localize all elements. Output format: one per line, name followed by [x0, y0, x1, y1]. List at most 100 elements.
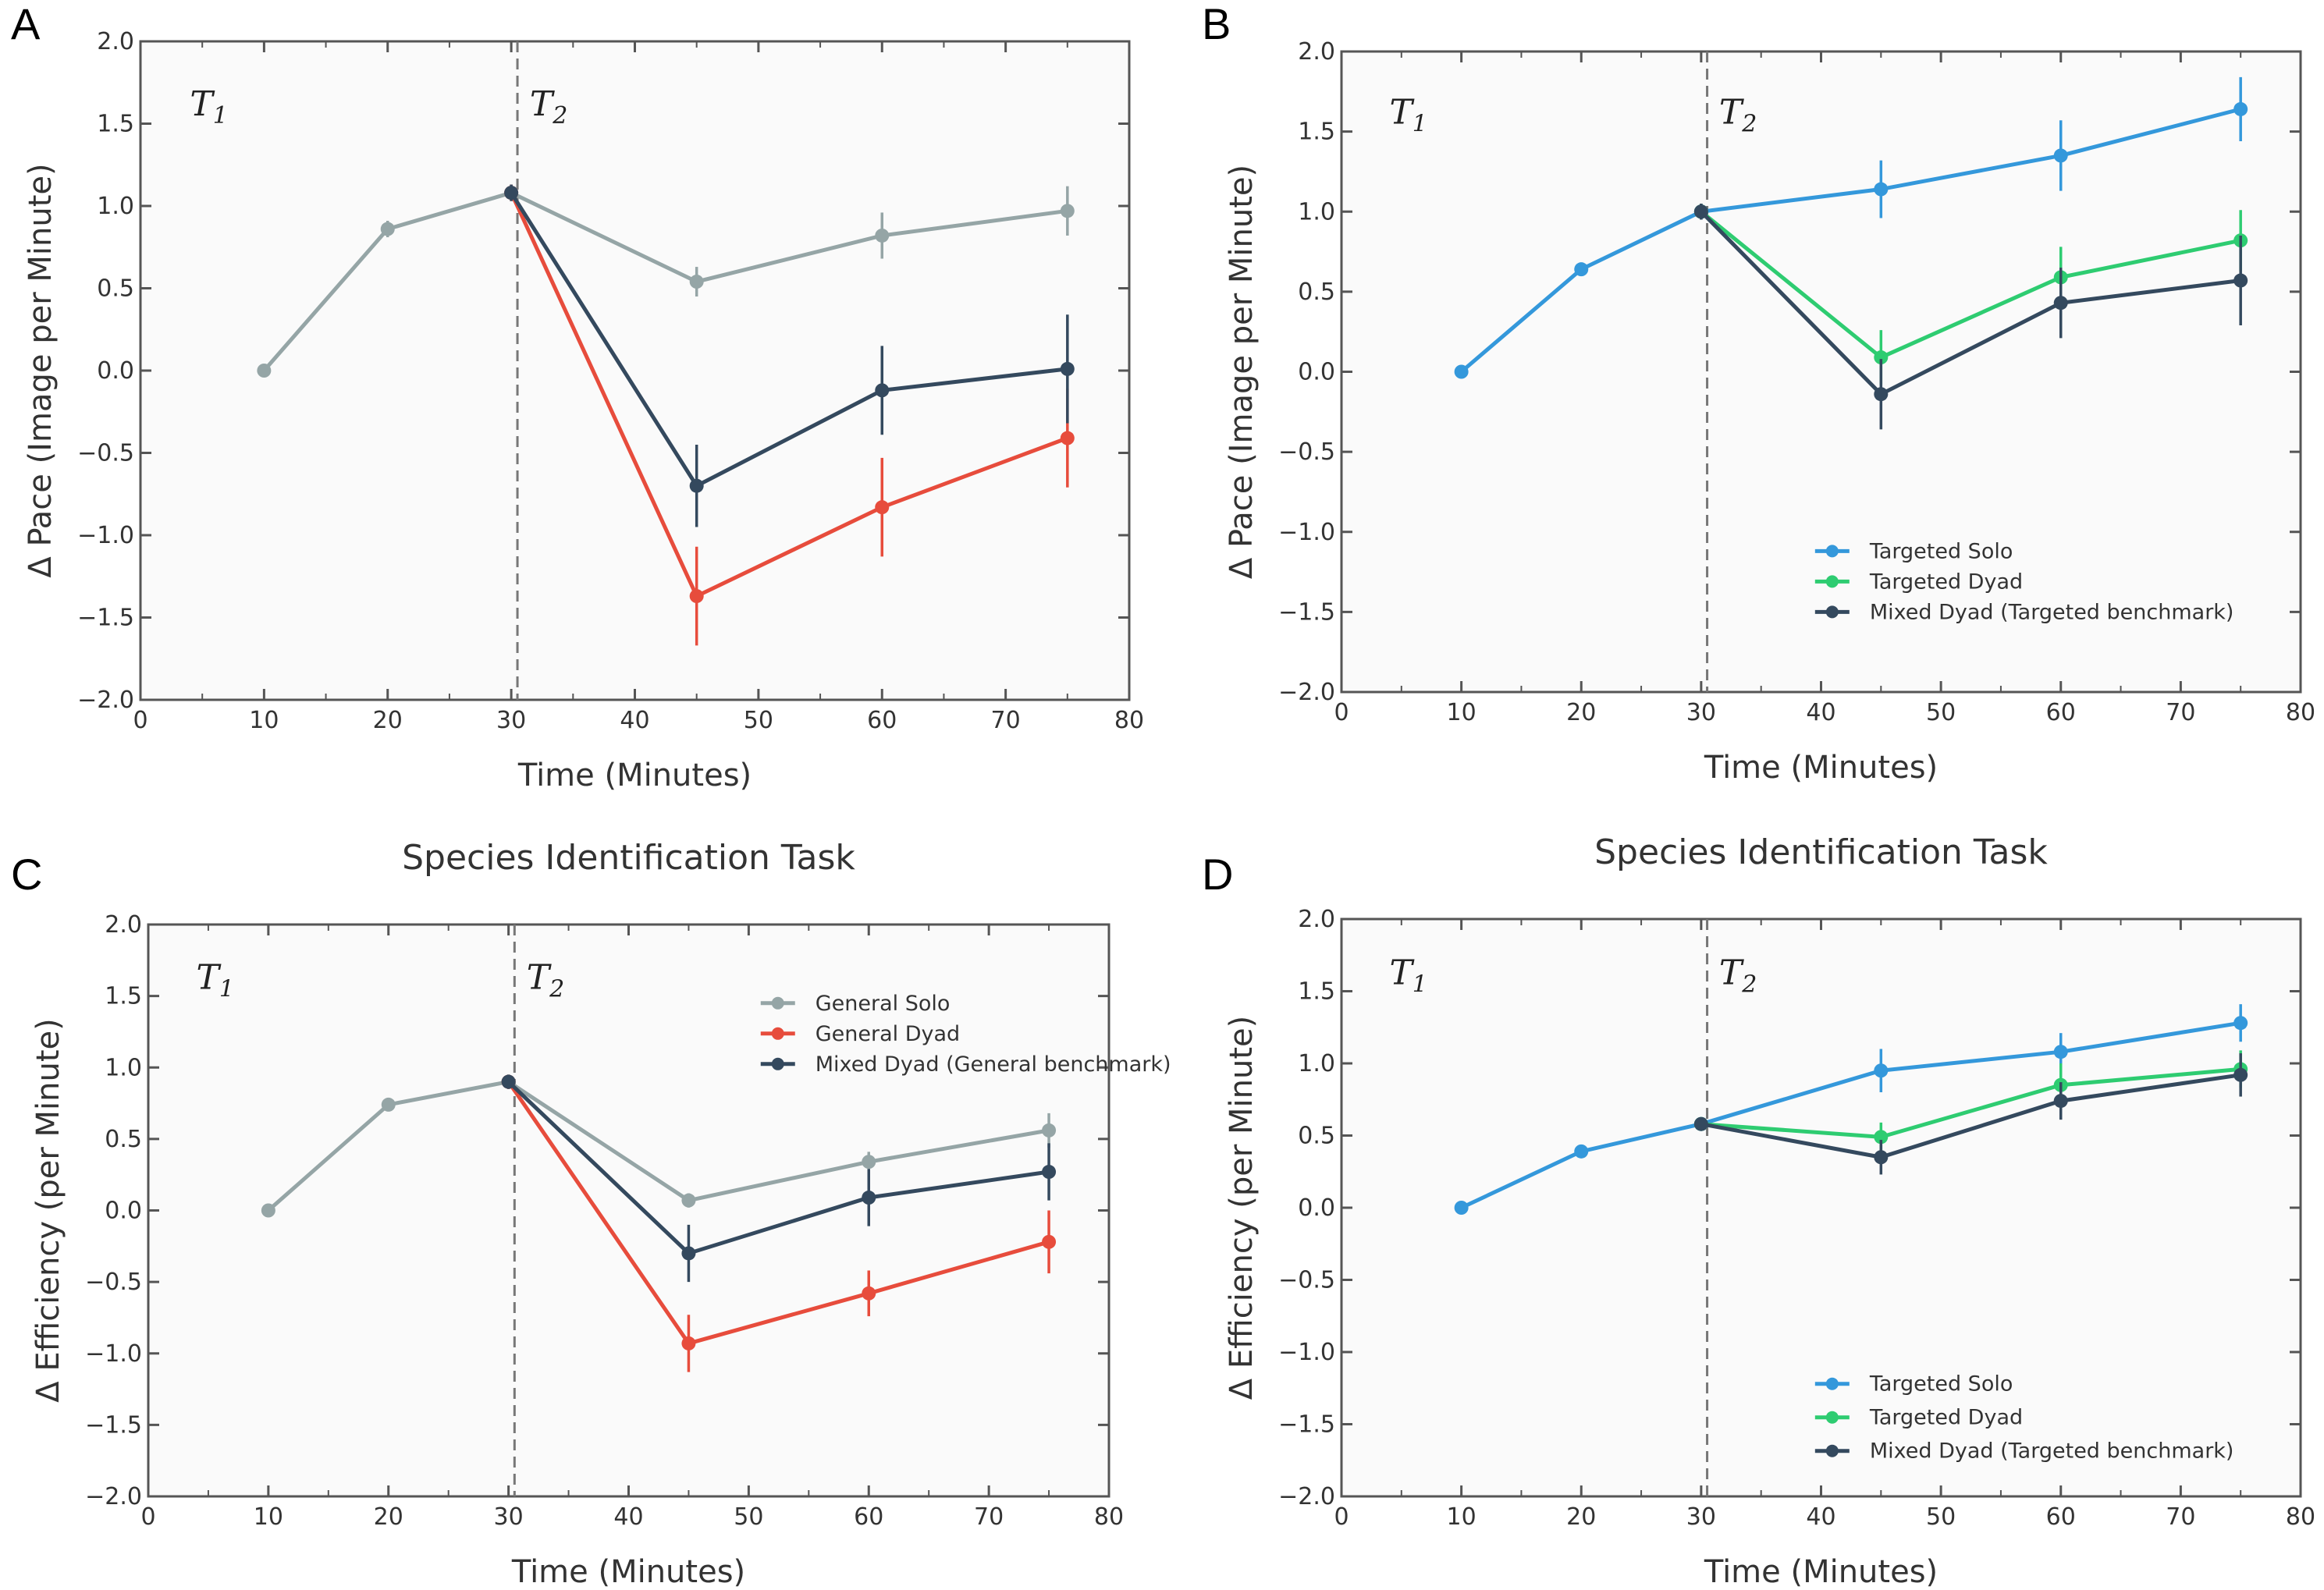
data-point: [1042, 1234, 1057, 1249]
data-point: [1454, 364, 1469, 379]
y-tick-label: 1.0: [1298, 198, 1335, 225]
y-tick-label: −1.0: [77, 522, 134, 549]
y-tick-label: 0.0: [1298, 359, 1335, 386]
x-tick-label: 60: [854, 1503, 883, 1531]
y-tick-label: 0.5: [105, 1126, 142, 1153]
y-tick-label: 2.0: [1298, 906, 1335, 933]
data-point: [1874, 1150, 1889, 1165]
legend-label: Targeted Dyad: [1869, 1406, 2023, 1430]
x-tick-label: 40: [1806, 699, 1835, 726]
data-point: [261, 1203, 275, 1218]
x-axis-label: Time (Minutes): [1704, 1554, 1938, 1590]
t1-annotation: T1: [1389, 953, 1427, 998]
series-line: [1460, 107, 2241, 374]
panel-b: B 0 10 20 30 40 50 60 70 80 −2.0 −1.5 −1.0 −0.5 0.0 0.5…: [1202, 0, 2315, 786]
data-point: [504, 186, 519, 201]
x-tick-label: 30: [1686, 1503, 1716, 1531]
legend-swatch-marker: [771, 996, 784, 1010]
series-line: [510, 191, 1068, 488]
chart-title: Species Identification Task: [402, 838, 855, 878]
panel-letter: D: [1202, 850, 1233, 899]
x-tick-label: 50: [734, 1503, 763, 1531]
series-line: [1700, 1067, 2241, 1139]
data-point: [1042, 1165, 1057, 1180]
t2-letter: T: [530, 84, 556, 124]
data-point: [862, 1286, 876, 1301]
x-tick-label: 20: [374, 1503, 403, 1531]
data-point: [2233, 273, 2248, 288]
data-point: [681, 1246, 696, 1261]
y-tick-label: 0.5: [1298, 279, 1335, 306]
x-tick-label: 70: [2166, 699, 2195, 726]
data-point: [1693, 204, 1708, 219]
y-tick-label: 2.0: [105, 911, 142, 939]
t1-subscript: 1: [219, 975, 234, 1003]
x-tick-label: 20: [373, 707, 403, 734]
data-point: [689, 478, 704, 493]
legend-label: General Solo: [816, 992, 951, 1016]
y-tick-label: 1.0: [97, 193, 134, 220]
x-tick-label: 20: [1566, 699, 1596, 726]
y-tick-label: −0.5: [85, 1269, 142, 1296]
data-point: [1060, 431, 1075, 445]
series-2: [1693, 203, 2248, 430]
t2-subscript: 2: [549, 975, 564, 1003]
x-tick-label: 0: [140, 1503, 155, 1531]
data-point: [1874, 387, 1889, 402]
y-tick-label: 0.0: [105, 1198, 142, 1225]
t2-annotation: T2: [530, 84, 567, 130]
plot-area: [1340, 917, 2302, 1498]
x-tick-label: 40: [620, 707, 649, 734]
data-point: [2233, 1067, 2248, 1082]
x-tick-label: 30: [496, 707, 526, 734]
x-tick-label: 70: [991, 707, 1021, 734]
data-point: [2233, 1016, 2248, 1031]
t1-letter: T: [1389, 953, 1415, 992]
legend-label: Mixed Dyad (General benchmark): [816, 1052, 1171, 1077]
data-point: [1574, 1144, 1589, 1159]
legend-label: General Dyad: [816, 1022, 960, 1046]
y-tick-label: −0.5: [77, 440, 134, 467]
data-point: [1454, 1201, 1469, 1215]
chart-title: Species Identification Task: [1594, 832, 2048, 872]
data-point: [1060, 204, 1075, 218]
panel-letter: B: [1202, 0, 1231, 48]
y-tick-label: 1.0: [105, 1054, 142, 1081]
data-point: [875, 228, 890, 243]
t2-subscript: 2: [1741, 971, 1757, 998]
x-axis-label: Time (Minutes): [511, 1554, 745, 1590]
y-tick-label: 1.5: [105, 983, 142, 1010]
y-tick-label: 0.5: [97, 275, 134, 303]
y-tick-label: 1.5: [1298, 978, 1335, 1006]
legend-swatch-marker: [1825, 605, 1839, 619]
x-tick-label: 10: [254, 1503, 283, 1531]
series-line: [1700, 210, 2241, 397]
x-tick-label: 50: [1926, 699, 1956, 726]
data-point: [689, 589, 704, 604]
x-axis-label: Time (Minutes): [1704, 750, 1938, 786]
t1-letter: T: [190, 84, 215, 124]
x-tick-label: 70: [2166, 1503, 2195, 1531]
t2-annotation: T2: [1719, 953, 1757, 998]
x-tick-label: 80: [1114, 707, 1144, 734]
y-tick-label: 0.5: [1298, 1123, 1335, 1150]
x-tick-label: 0: [133, 707, 147, 734]
y-tick-label: −2.0: [1278, 1483, 1335, 1510]
data-point: [380, 222, 395, 236]
t2-letter: T: [1719, 953, 1745, 992]
plot-area: [139, 40, 1131, 701]
series-2: [504, 184, 1075, 527]
plot-area: [1340, 50, 2302, 694]
x-tick-label: 0: [1334, 699, 1349, 726]
panel-d: D Species Identification Task 0 10 20 30 40 50 6…: [1202, 832, 2315, 1590]
t1-subscript: 1: [1413, 971, 1427, 998]
data-point: [875, 500, 890, 515]
legend-label: Mixed Dyad (Targeted benchmark): [1870, 1439, 2234, 1464]
y-axis-label: Δ Pace (Image per Minute): [1224, 165, 1260, 579]
y-tick-label: 2.0: [97, 28, 134, 55]
data-point: [1042, 1123, 1057, 1137]
panel-letter: A: [11, 0, 41, 48]
y-tick-label: −2.0: [85, 1483, 142, 1510]
t1-letter: T: [197, 957, 222, 997]
